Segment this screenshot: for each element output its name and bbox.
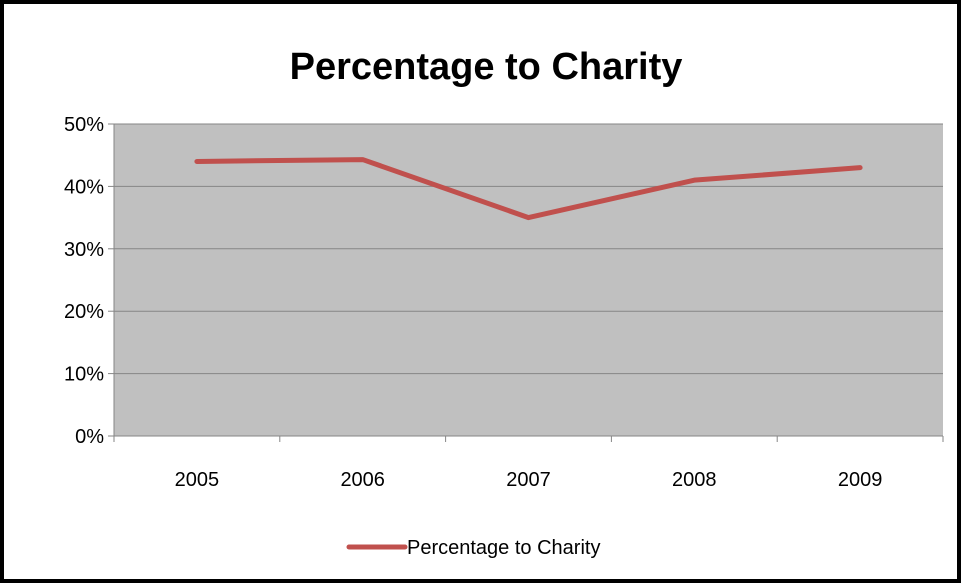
- x-tick-labels: 2005 2006 2007 2008 2009: [175, 469, 883, 491]
- y-tick-label: 0%: [75, 426, 104, 448]
- y-tick-label: 40%: [64, 176, 104, 198]
- x-tick-label: 2007: [506, 469, 551, 491]
- y-tick-label: 10%: [64, 364, 104, 386]
- x-tick-label: 2009: [838, 469, 883, 491]
- y-tick-label: 50%: [64, 114, 104, 136]
- legend-label: Percentage to Charity: [407, 537, 600, 559]
- chart-title: Percentage to Charity: [290, 46, 683, 88]
- legend: Percentage to Charity: [346, 537, 600, 559]
- y-tick-labels: 0% 10% 20% 30% 40% 50%: [64, 114, 104, 448]
- x-tick-label: 2008: [672, 469, 717, 491]
- x-tick-label: 2006: [340, 469, 385, 491]
- axes: [108, 123, 944, 442]
- x-tick-label: 2005: [175, 469, 220, 491]
- gridlines: [114, 123, 943, 375]
- series-layer: [194, 157, 863, 221]
- series-line: [194, 157, 863, 221]
- y-tick-label: 20%: [64, 301, 104, 323]
- y-tick-label: 30%: [64, 239, 104, 261]
- plot-area: [114, 124, 943, 436]
